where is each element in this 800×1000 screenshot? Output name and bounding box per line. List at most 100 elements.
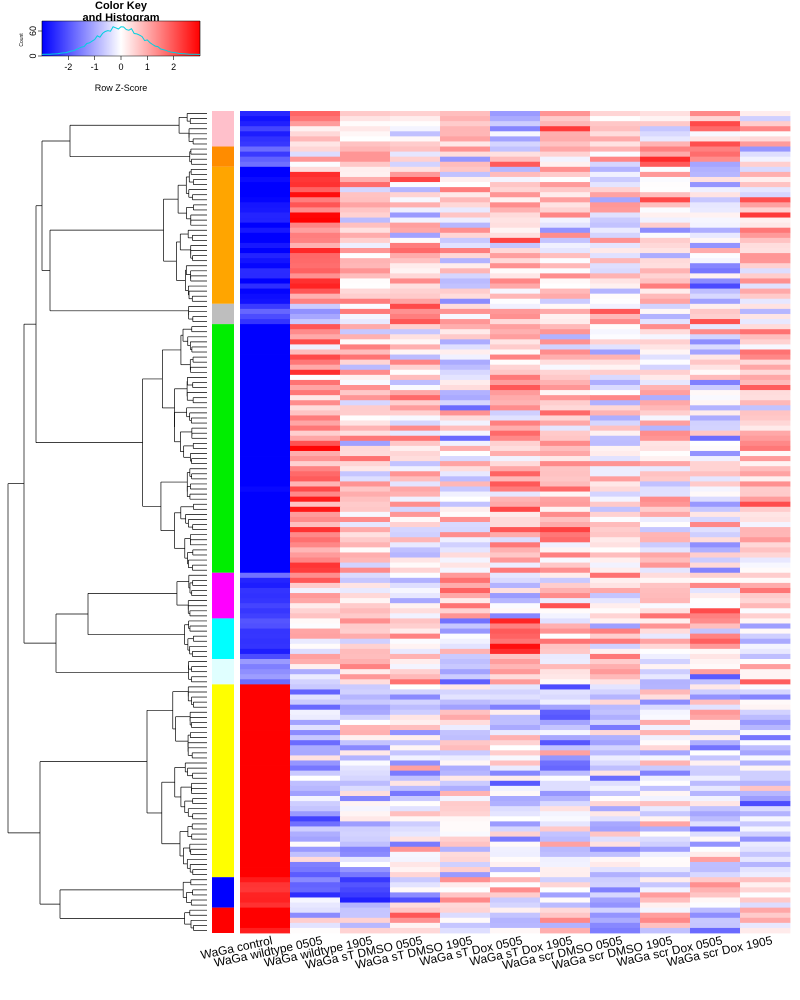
heatmap-cell <box>290 410 341 416</box>
heatmap-cell <box>590 171 641 178</box>
heatmap-cell <box>540 861 591 868</box>
heatmap-cell <box>340 831 391 837</box>
heatmap-cell <box>290 456 341 462</box>
heatmap-cell <box>590 643 641 650</box>
heatmap-cell <box>690 131 741 137</box>
heatmap-cell <box>490 166 541 173</box>
heatmap-cell <box>240 577 291 584</box>
heatmap-cell <box>640 922 691 929</box>
heatmap-cell <box>590 582 641 589</box>
heatmap-cell <box>240 638 291 645</box>
heatmap-cell <box>540 674 591 680</box>
heatmap-cell <box>390 572 441 579</box>
heatmap-cell <box>540 572 591 579</box>
heatmap-cell <box>240 598 291 604</box>
heatmap-cell <box>340 182 391 188</box>
heatmap-cell <box>390 242 441 249</box>
heatmap-cell <box>640 750 691 756</box>
heatmap-cell <box>590 598 641 604</box>
heatmap-cell <box>340 877 391 883</box>
heatmap-cell <box>740 308 791 315</box>
heatmap-cell <box>640 405 691 411</box>
heatmap-cell <box>290 405 341 411</box>
heatmap-cell <box>290 471 341 477</box>
heatmap-cell <box>240 628 291 635</box>
heatmap-cell <box>490 780 541 787</box>
heatmap-cell <box>740 577 791 584</box>
heatmap-cell <box>240 456 291 462</box>
heatmap-cell <box>640 288 691 295</box>
heatmap-cell <box>540 207 591 213</box>
heatmap-cell <box>490 689 541 695</box>
heatmap-cell <box>540 308 591 315</box>
heatmap-cell <box>290 146 341 152</box>
heatmap-cell <box>690 471 741 477</box>
heatmap-cell <box>540 324 591 330</box>
heatmap-cell <box>340 608 391 614</box>
heatmap-cell <box>540 141 591 147</box>
heatmap-cell <box>590 222 641 229</box>
heatmap-cell <box>490 379 541 386</box>
heatmap-cell <box>540 760 591 766</box>
heatmap-cell <box>440 171 491 178</box>
heatmap-cell <box>540 689 591 695</box>
heatmap-cell <box>540 121 591 127</box>
heatmap-cell <box>390 126 441 132</box>
heatmap-cell <box>590 699 641 706</box>
heatmap-cell <box>390 268 441 274</box>
heatmap-cell <box>690 628 741 635</box>
heatmap-cell <box>240 785 291 792</box>
heatmap-cell <box>740 400 791 406</box>
heatmap-cell <box>340 511 391 518</box>
heatmap-cell <box>540 222 591 229</box>
heatmap-cell <box>690 633 741 640</box>
heatmap-cell <box>740 648 791 655</box>
heatmap-cell <box>440 750 491 756</box>
heatmap-cell <box>540 643 591 650</box>
heatmap-cell <box>740 613 791 619</box>
heatmap-cell <box>290 628 341 635</box>
heatmap-cell <box>240 659 291 665</box>
heatmap-cell <box>440 618 491 624</box>
heatmap-cell <box>240 826 291 832</box>
heatmap-cell <box>690 877 741 883</box>
heatmap-cell <box>690 557 741 563</box>
heatmap-cell <box>590 496 641 503</box>
heatmap-cell <box>390 907 441 914</box>
heatmap-cell <box>590 374 641 381</box>
heatmap-cell <box>390 669 441 675</box>
heatmap-cell <box>590 506 641 513</box>
heatmap-cell <box>390 385 441 391</box>
heatmap-cell <box>390 466 441 472</box>
heatmap-cell <box>640 440 691 447</box>
heatmap-cell <box>490 481 541 487</box>
heatmap-cell <box>690 440 741 447</box>
heatmap-cell <box>290 435 341 442</box>
heatmap-cell <box>290 907 341 914</box>
heatmap-cell <box>740 719 791 726</box>
heatmap-cell <box>740 664 791 670</box>
heatmap-cell <box>490 638 541 645</box>
heatmap-cell <box>740 461 791 467</box>
heatmap-cell <box>490 369 541 376</box>
heatmap-cell <box>340 516 391 523</box>
heatmap-cell <box>240 258 291 264</box>
heatmap-cell <box>740 471 791 477</box>
heatmap-cell <box>490 506 541 513</box>
heatmap-cell <box>440 730 491 736</box>
heatmap-cell <box>690 664 741 670</box>
heatmap-cell <box>690 593 741 599</box>
heatmap-cell <box>590 278 641 284</box>
heatmap-cell <box>540 364 591 371</box>
heatmap-cell <box>290 664 341 670</box>
heatmap-cell <box>490 471 541 477</box>
heatmap-cell <box>690 298 741 305</box>
heatmap-cell <box>290 197 341 203</box>
heatmap-cell <box>440 861 491 868</box>
heatmap-cell <box>490 349 541 355</box>
heatmap-cell <box>340 268 391 274</box>
heatmap-cell <box>690 232 741 239</box>
heatmap-cell <box>740 745 791 751</box>
heatmap-cell <box>290 166 341 173</box>
